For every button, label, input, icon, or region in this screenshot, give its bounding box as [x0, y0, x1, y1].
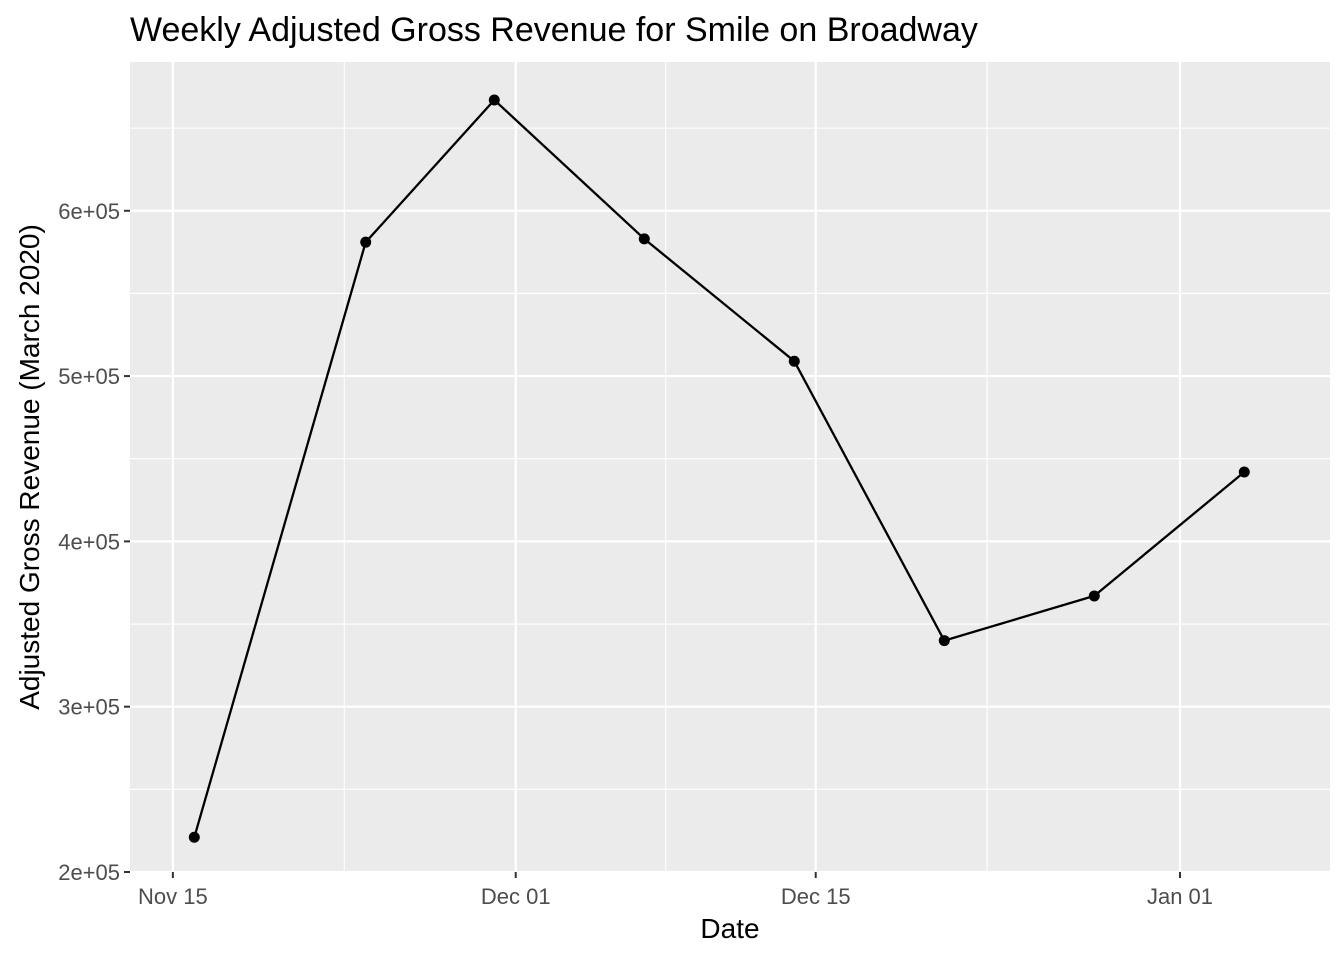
data-point [188, 831, 200, 843]
series-line [193, 98, 1246, 838]
data-point [788, 355, 800, 367]
y-tick-label: 6e+05 [58, 199, 120, 224]
plot-panel [130, 62, 1330, 872]
series-layer [188, 94, 1250, 843]
x-tick-label: Jan 01 [1147, 884, 1213, 909]
data-point [1088, 590, 1100, 602]
x-tick-label: Nov 15 [138, 884, 208, 909]
x-axis-title: Date [700, 913, 759, 944]
data-point [638, 233, 650, 245]
x-tick-label: Dec 01 [481, 884, 551, 909]
data-point [1238, 466, 1250, 478]
data-point [488, 94, 500, 106]
axes: 2e+05 3e+05 4e+05 5e+05 6e+05 Nov 15 Dec 01 Dec… [58, 199, 1213, 909]
y-tick-label: 2e+05 [58, 860, 120, 885]
minor-gridlines [130, 62, 1330, 872]
x-tick-label: Dec 15 [781, 884, 851, 909]
y-tick-label: 4e+05 [58, 529, 120, 554]
chart-title: Weekly Adjusted Gross Revenue for Smile … [130, 11, 978, 49]
y-tick-label: 5e+05 [58, 364, 120, 389]
y-tick-label: 3e+05 [58, 695, 120, 720]
data-point [938, 635, 950, 647]
major-gridlines [130, 62, 1330, 874]
y-axis-title: Adjusted Gross Revenue (March 2020) [14, 224, 45, 710]
data-point [360, 236, 372, 248]
